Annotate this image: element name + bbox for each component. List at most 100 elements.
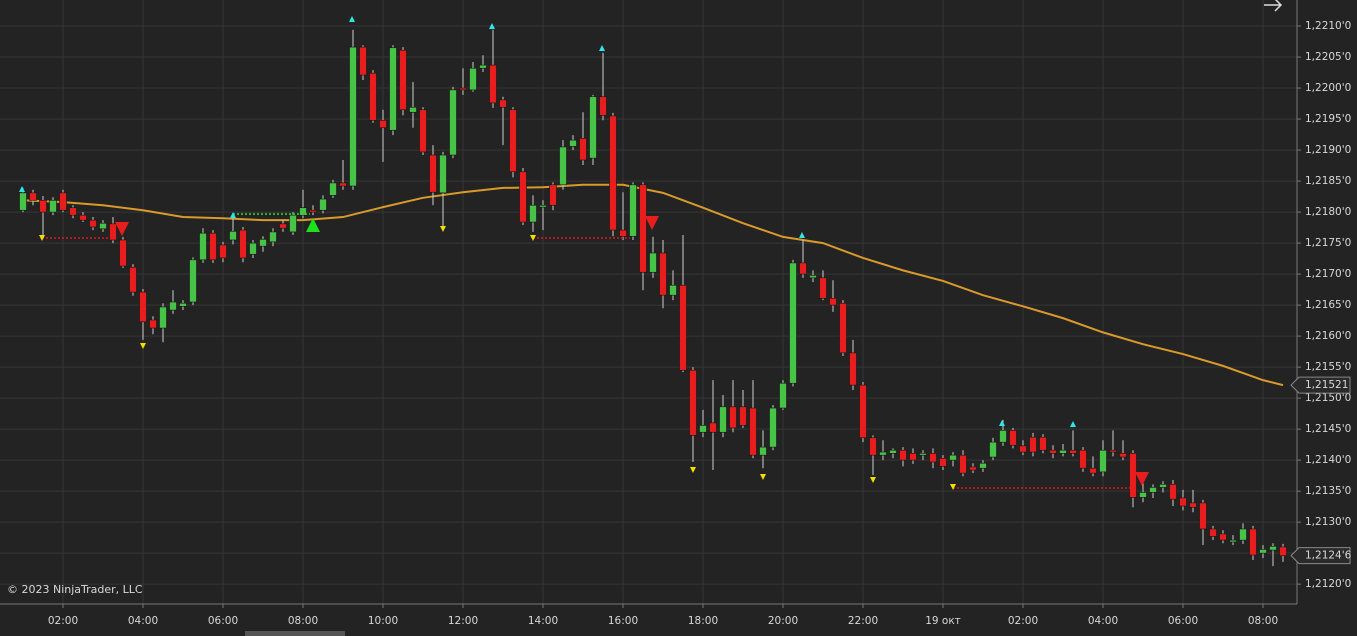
candle-body <box>999 430 1007 443</box>
marker <box>530 235 536 241</box>
candle-body <box>1019 445 1027 453</box>
candle-body <box>1119 453 1127 458</box>
x-tick-label: 06:00 <box>208 615 238 627</box>
candle-body <box>539 204 547 208</box>
candle-body <box>939 457 947 467</box>
candle-body <box>19 192 27 211</box>
candle-body <box>1129 453 1137 498</box>
candle-body <box>429 154 437 193</box>
candle-body <box>439 154 447 194</box>
candle-body <box>1219 533 1227 541</box>
marker <box>799 232 805 238</box>
candle-body <box>989 441 997 458</box>
candle-body <box>919 453 927 456</box>
sell-signal <box>645 216 659 230</box>
candle-body <box>769 407 777 448</box>
candle-body <box>879 451 887 456</box>
y-tick-label: 1,2135'0 <box>1305 485 1351 497</box>
buy-signal <box>306 218 320 232</box>
candle-body <box>69 207 77 216</box>
candle-body <box>1199 502 1207 530</box>
y-tick-label: 1,2140'0 <box>1305 454 1351 466</box>
candle-body <box>409 106 417 113</box>
candle-body <box>819 277 827 299</box>
price-tag <box>1290 376 1351 394</box>
marker <box>1070 421 1076 427</box>
scrollbar[interactable] <box>245 631 345 636</box>
y-tick-label: 1,2160'0 <box>1305 330 1351 342</box>
x-tick-label: 02:00 <box>48 615 78 627</box>
candle-body <box>1189 502 1197 508</box>
axes: 1,2210'0 1,2205'0 1,2200'0 1,2195'0 1,2190'0… <box>48 20 1352 627</box>
x-tick-label: 20:00 <box>768 615 798 627</box>
x-tick-label: 04:00 <box>1088 615 1118 627</box>
candle-body <box>909 453 917 461</box>
x-tick-label: 04:00 <box>128 615 158 627</box>
candle-body <box>169 301 177 311</box>
candle-body <box>669 284 677 296</box>
marker <box>599 45 605 51</box>
candle-body <box>859 384 867 439</box>
candle-body <box>499 99 507 108</box>
candle-body <box>219 244 227 259</box>
x-tick-label: 08:00 <box>288 615 318 627</box>
candle-body <box>519 171 527 223</box>
candle-body <box>309 209 317 213</box>
signals <box>19 16 1149 490</box>
candle-body <box>89 219 97 228</box>
candle-body <box>49 199 57 213</box>
grid <box>0 0 1297 604</box>
scroll-right-icon[interactable] <box>1264 0 1283 12</box>
candle-body <box>1079 449 1087 469</box>
candle-body <box>339 182 347 187</box>
candle-body <box>479 64 487 69</box>
marker <box>950 484 956 490</box>
candle-body <box>349 46 357 187</box>
x-tick-label: 22:00 <box>848 615 878 627</box>
y-tick-label: 1,2120'0 <box>1305 578 1351 590</box>
candle-body <box>609 115 617 231</box>
candle-body <box>1179 497 1187 507</box>
candle-body <box>789 262 797 384</box>
candle-body <box>1049 449 1057 454</box>
candle-body <box>389 47 397 131</box>
y-tick-label: 1,2175'0 <box>1305 237 1351 249</box>
y-tick-label: 1,2155'0 <box>1305 361 1351 373</box>
y-tick-label: 1,2150'0 <box>1305 392 1351 404</box>
candle-body <box>379 120 387 129</box>
candle-body <box>559 146 567 186</box>
price-tag-label: 1,21521 <box>1305 379 1348 391</box>
candle-body <box>719 406 727 433</box>
candle-body <box>299 207 307 216</box>
candle-body <box>889 449 897 454</box>
candle-body <box>659 252 667 296</box>
candle-body <box>29 192 37 201</box>
candle-body <box>969 466 977 471</box>
candle-body <box>39 199 47 213</box>
candle-body <box>1039 436 1047 451</box>
candle-body <box>509 109 517 173</box>
candle-body <box>1139 492 1147 498</box>
candle-body <box>119 239 127 267</box>
y-tick-label: 1,2180'0 <box>1305 206 1351 218</box>
up-markers <box>19 16 1076 427</box>
x-tick-label: 08:00 <box>1248 615 1278 627</box>
candle-body <box>1029 436 1037 453</box>
candle-body <box>179 302 187 307</box>
x-tick-label: 19 окт <box>925 615 961 627</box>
candle-body <box>139 291 147 323</box>
x-tick-label: 10:00 <box>368 615 398 627</box>
y-tick-label: 1,2205'0 <box>1305 51 1351 63</box>
candle-body <box>289 214 297 233</box>
candle-body <box>79 214 87 221</box>
candle-body <box>1009 430 1017 446</box>
candle-body <box>949 454 957 461</box>
candle-body <box>419 109 427 153</box>
candle-body <box>259 239 267 247</box>
y-tick-label: 1,2130'0 <box>1305 516 1351 528</box>
candle-body <box>59 192 67 211</box>
candle-body <box>199 232 207 261</box>
candle-body <box>279 223 287 229</box>
